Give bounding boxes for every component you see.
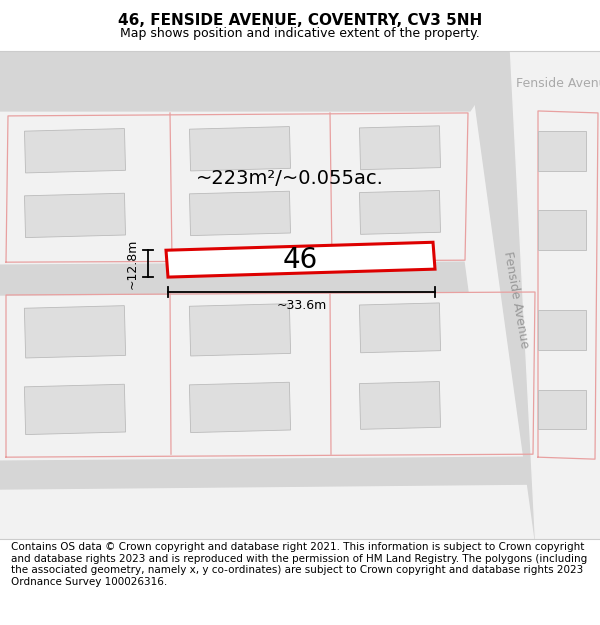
Text: ~33.6m: ~33.6m [277, 299, 326, 312]
Text: 46, FENSIDE AVENUE, COVENTRY, CV3 5NH: 46, FENSIDE AVENUE, COVENTRY, CV3 5NH [118, 12, 482, 28]
Polygon shape [0, 51, 600, 539]
Polygon shape [166, 242, 435, 277]
Polygon shape [510, 51, 600, 539]
Text: ~223m²/~0.055ac.: ~223m²/~0.055ac. [196, 169, 384, 188]
Text: Contains OS data © Crown copyright and database right 2021. This information is : Contains OS data © Crown copyright and d… [11, 542, 587, 587]
Polygon shape [538, 131, 586, 171]
Polygon shape [0, 51, 510, 111]
Polygon shape [468, 51, 575, 539]
Polygon shape [538, 211, 586, 250]
Text: Fenside Avenue: Fenside Avenue [501, 251, 531, 349]
Polygon shape [190, 126, 290, 171]
Polygon shape [359, 303, 440, 352]
Polygon shape [25, 129, 125, 173]
Polygon shape [359, 381, 440, 429]
Text: ~12.8m: ~12.8m [125, 239, 139, 289]
Text: Fenside Avenue: Fenside Avenue [516, 77, 600, 89]
Polygon shape [190, 382, 290, 432]
Polygon shape [0, 262, 468, 295]
Polygon shape [25, 384, 125, 434]
Polygon shape [359, 191, 440, 234]
Polygon shape [359, 126, 440, 169]
Polygon shape [25, 306, 125, 358]
Text: Map shows position and indicative extent of the property.: Map shows position and indicative extent… [120, 27, 480, 40]
Polygon shape [0, 457, 535, 489]
Polygon shape [538, 389, 586, 429]
Polygon shape [190, 191, 290, 236]
Polygon shape [538, 310, 586, 350]
Polygon shape [190, 304, 290, 356]
Text: 46: 46 [283, 246, 318, 274]
Polygon shape [25, 193, 125, 238]
